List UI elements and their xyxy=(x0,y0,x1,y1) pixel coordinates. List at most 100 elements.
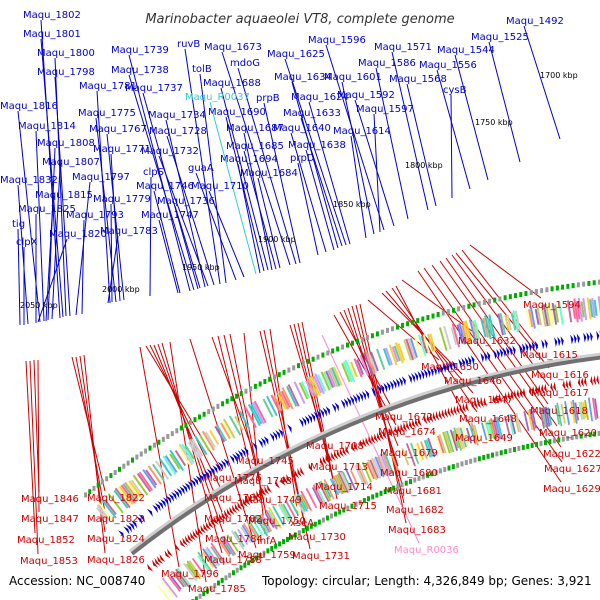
gene-label: Maqu_1638 xyxy=(288,140,346,151)
gene-label: Maqu_1632 xyxy=(458,336,516,347)
reverse-gene-arrow xyxy=(152,559,159,568)
forward-cog-segment xyxy=(287,384,300,407)
outer-tick-mark xyxy=(188,419,192,425)
reverse-gene-arrow xyxy=(275,479,281,489)
forward-gene-arrow xyxy=(152,504,159,514)
forward-gene-arrow xyxy=(355,393,360,403)
gene-label: Maqu_1801 xyxy=(23,29,81,40)
gene-label: cysB xyxy=(443,85,467,96)
forward-gene-arrow xyxy=(346,397,351,407)
forward-gene-arrow xyxy=(499,348,504,358)
inner-tick-mark xyxy=(379,490,383,496)
outer-tick-mark xyxy=(488,298,492,304)
reverse-gene-arrow xyxy=(174,542,181,552)
gene-label: Maqu_1624 xyxy=(291,92,349,103)
reverse-cog-segment xyxy=(367,459,378,481)
forward-cog-segment xyxy=(403,339,412,361)
forward-cog-segment xyxy=(159,458,173,477)
outer-tick-mark xyxy=(431,313,435,319)
reverse-cog-segment xyxy=(523,411,530,432)
leader-line xyxy=(297,162,319,256)
genome-backbone xyxy=(128,352,600,556)
forward-gene-arrow xyxy=(349,395,354,406)
inner-tick-mark xyxy=(438,468,442,474)
reverse-gene-arrow xyxy=(280,476,286,486)
outer-tick-mark xyxy=(561,284,565,290)
forward-cog-segment xyxy=(409,338,418,358)
inner-tick-mark xyxy=(460,461,464,467)
forward-gene-arrow xyxy=(154,503,161,512)
reverse-gene-arrow xyxy=(189,532,196,541)
inner-tick-band xyxy=(191,430,600,600)
forward-cog-segment xyxy=(320,371,331,391)
forward-gene-arrow xyxy=(243,447,249,456)
forward-cog-segment xyxy=(464,320,473,344)
forward-gene-arrow xyxy=(377,385,382,395)
forward-cog-segment xyxy=(367,351,378,373)
leader-line xyxy=(149,176,152,297)
reverse-gene-arrow xyxy=(400,423,405,433)
inner-tick-mark xyxy=(254,555,258,561)
outer-tick-mark xyxy=(113,469,117,475)
leader-line xyxy=(290,132,327,253)
reverse-gene-arrow xyxy=(426,414,431,424)
inner-tick-mark xyxy=(375,492,379,498)
gene-label: Maqu_1759 xyxy=(238,550,296,561)
outer-tick-mark xyxy=(84,492,88,498)
gene-label: Maqu_1710 xyxy=(191,181,249,192)
gene-label: Maqu_1687 xyxy=(226,123,284,134)
inner-tick-mark xyxy=(495,451,499,457)
reverse-gene-arrow xyxy=(513,389,517,400)
leader-line xyxy=(29,360,39,555)
reverse-cog-segment xyxy=(587,397,594,422)
forward-cog-segment xyxy=(204,431,216,448)
leader-line xyxy=(110,203,113,303)
forward-cog-segment xyxy=(575,301,581,320)
gene-label: Maqu_1568 xyxy=(389,74,447,85)
reverse-cog-segment xyxy=(314,482,327,505)
outer-tick-mark xyxy=(346,342,350,348)
reverse-gene-arrow xyxy=(453,405,458,416)
inner-tick-mark xyxy=(543,440,547,446)
gene-label: Maqu_1596 xyxy=(308,35,366,46)
outer-tick-mark xyxy=(249,386,253,392)
rna-leader-line xyxy=(321,334,420,544)
gene-label: Maqu_1853 xyxy=(20,556,78,567)
outer-tick-mark xyxy=(582,281,586,287)
outer-tick-mark xyxy=(390,326,394,332)
leader-line xyxy=(221,51,291,266)
forward-gene-arrow xyxy=(252,442,257,452)
forward-cog-segment xyxy=(278,390,289,410)
reverse-cog-segment xyxy=(231,530,245,550)
forward-cog-segment xyxy=(482,317,489,338)
reverse-cog-segment xyxy=(444,431,453,453)
gene-label: Maqu_1622 xyxy=(543,449,600,460)
forward-gene-arrow xyxy=(206,468,213,478)
forward-gene-arrow xyxy=(184,482,191,492)
reverse-cog-segment xyxy=(449,429,459,452)
reverse-cog-segment xyxy=(202,548,218,570)
reverse-cog-segment xyxy=(337,472,349,493)
forward-cog-segment xyxy=(443,326,452,350)
forward-cog-segment xyxy=(220,422,231,440)
reverse-cog-segment xyxy=(492,419,499,438)
reverse-gene-arrow xyxy=(562,380,566,391)
inner-tick-mark xyxy=(530,442,534,448)
outer-tick-mark xyxy=(462,305,466,311)
genome-summary-text: Topology: circular; Length: 4,326,849 bp… xyxy=(262,574,592,588)
forward-gene-arrow xyxy=(340,399,345,409)
gene-label: Maqu_1731 xyxy=(292,551,350,562)
forward-gene-arrow xyxy=(319,408,324,418)
forward-cog-segment xyxy=(117,487,132,507)
gene-label: Maqu_1586 xyxy=(358,58,416,69)
forward-gene-arrow xyxy=(528,341,532,352)
reverse-cog-segment xyxy=(258,514,271,533)
leader-line xyxy=(325,44,385,231)
forward-cog-segment xyxy=(209,430,219,445)
inner-tick-mark xyxy=(262,550,266,556)
reverse-gene-arrow xyxy=(483,397,487,407)
kbp-tick-label: 1950 kbp xyxy=(182,263,220,272)
forward-cog-segment xyxy=(353,358,363,378)
outer-tick-mark xyxy=(311,356,315,362)
forward-gene-arrow xyxy=(560,336,564,346)
